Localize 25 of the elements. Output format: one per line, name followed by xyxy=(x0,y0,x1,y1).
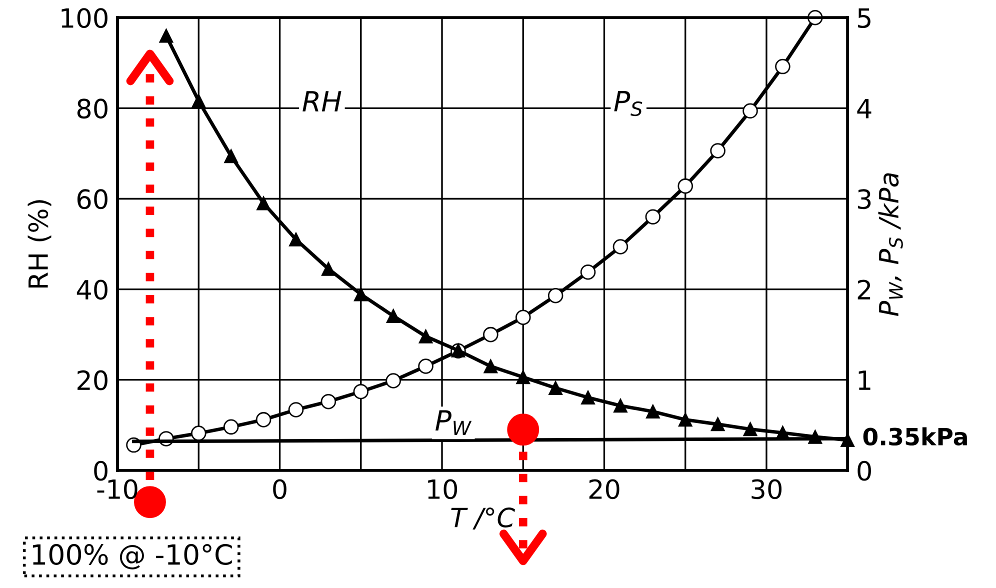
text: P$_{S}$ xyxy=(614,91,642,116)
y2-axis-title: P$_{W}$, P$_{S}$ /kPa xyxy=(878,173,903,316)
y-tick-label: 60 xyxy=(77,189,108,210)
x-tick-label: 30 xyxy=(752,479,782,500)
y2-tick-label: 0 xyxy=(858,460,871,481)
y-tick-label: 0 xyxy=(94,460,108,481)
y2-tick-label: 5 xyxy=(858,8,870,28)
series-label: P$_{W}$ xyxy=(435,410,472,436)
y-tick-label: 80 xyxy=(77,98,108,119)
y2-tick-label: 2 xyxy=(858,280,870,300)
text: RH xyxy=(302,91,342,112)
x-tick-label: -10 xyxy=(97,479,138,500)
y-tick-label: 100 xyxy=(62,8,108,28)
x-tick-label: 10 xyxy=(428,479,458,500)
y-axis-title: RH (%) xyxy=(28,200,52,288)
x-tick-label: 0 xyxy=(273,479,286,500)
y-tick-label: 40 xyxy=(76,280,108,300)
y2-tick-label: 4 xyxy=(857,98,872,118)
y2-tick-label: 3 xyxy=(858,189,871,210)
x-tick-label: 20 xyxy=(589,479,620,500)
y2-tick-label: 1 xyxy=(858,370,870,390)
y-tick-label: 20 xyxy=(78,370,108,390)
text: 100% @ -10°C xyxy=(32,544,232,570)
text: 0.35kPa xyxy=(863,427,967,446)
x-axis-title: T /°C xyxy=(451,508,515,530)
